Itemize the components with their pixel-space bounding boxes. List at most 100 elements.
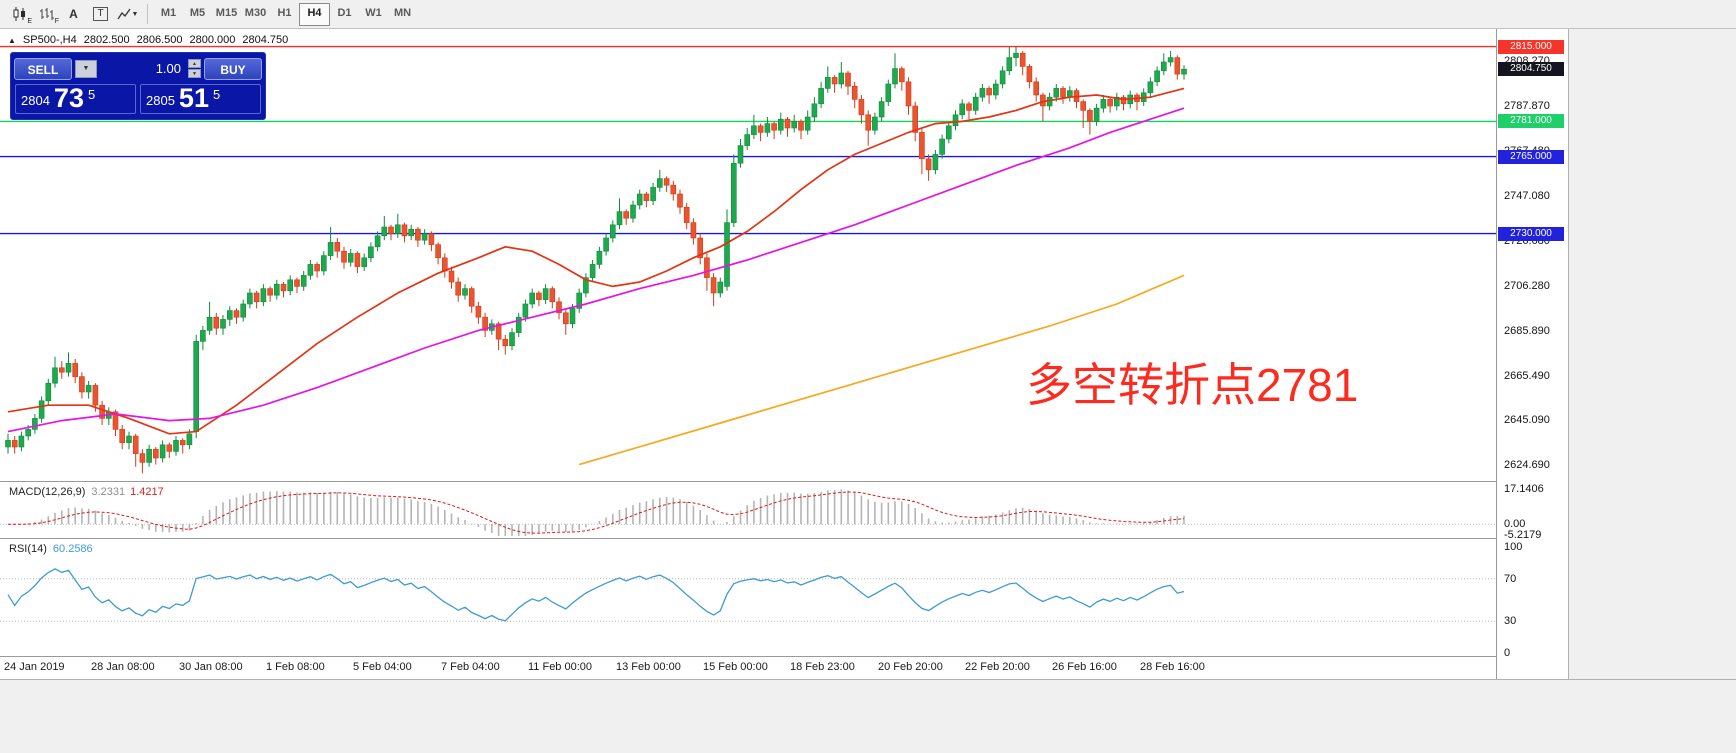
volume-spinner[interactable]: ▲ ▼: [188, 59, 201, 78]
macd-scale-label: -5.2179: [1504, 529, 1542, 541]
font-tool-label: A: [69, 7, 78, 21]
rsi-label: RSI(14) 60.2586: [9, 543, 93, 555]
toolbar: E F A T ▼ M1 M5 M15 M30 H1 H4 D1 W1 MN: [0, 0, 1736, 29]
time-axis-label: 15 Feb 00:00: [703, 661, 768, 673]
toolbar-separator: [147, 4, 148, 24]
price-badge-2730.000: 2730.000: [1498, 226, 1564, 241]
macd-main-value: 3.2331: [91, 486, 126, 498]
price-chart[interactable]: [0, 29, 1496, 481]
chart-annotation-text[interactable]: 多空转折点2781: [1026, 359, 1359, 411]
ma-mid-magenta[interactable]: [7, 107, 1185, 433]
rsi-line: [7, 568, 1185, 622]
price-scale-label: 2624.690: [1504, 459, 1550, 472]
tf-button-mn[interactable]: MN: [393, 6, 412, 19]
ma-slow-orange[interactable]: [578, 274, 1185, 466]
rsi-value: 60.2586: [52, 543, 93, 555]
rsi-scale-label: 30: [1504, 615, 1517, 627]
price-scale-label: 2685.890: [1504, 324, 1550, 337]
rsi-name: RSI(14): [9, 543, 47, 555]
tf-button-h1[interactable]: H1: [277, 6, 292, 19]
spinner-down-icon[interactable]: ▼: [188, 69, 201, 78]
tf-button-m30[interactable]: M30: [244, 6, 267, 19]
tf-button-m5[interactable]: M5: [189, 6, 206, 19]
price-badge-2815.000: 2815.000: [1498, 39, 1564, 54]
macd-indicator-pane[interactable]: [0, 482, 1496, 538]
time-axis-label: 22 Feb 20:00: [965, 661, 1030, 673]
macd-signal-line: [7, 491, 1185, 534]
tf-button-m1[interactable]: M1: [160, 6, 177, 19]
bar-style-icon[interactable]: F: [33, 3, 60, 25]
rsi-indicator-pane[interactable]: [0, 539, 1496, 656]
collapse-panel-icon[interactable]: ▲: [8, 35, 16, 45]
tf-button-w1[interactable]: W1: [365, 6, 382, 19]
time-axis[interactable]: 24 Jan 2019 28 Jan 08:00 30 Jan 08:00 1 Feb…: [0, 657, 1496, 679]
symbol-header: ▲ SP500-,H4 2802.500 2806.500 2800.000 2…: [8, 34, 288, 46]
macd-signal-value: 1.4217: [130, 486, 164, 498]
time-axis-label: 11 Feb 00:00: [528, 661, 593, 673]
time-axis-label: 18 Feb 23:00: [790, 661, 855, 673]
price-badge-2781.000: 2781.000: [1498, 114, 1564, 129]
pane-splitter-rsi[interactable]: [0, 538, 1496, 539]
time-axis-label: 30 Jan 08:00: [179, 661, 243, 673]
ma-fast-red[interactable]: [7, 87, 1185, 435]
time-axis-label: 24 Jan 2019: [4, 661, 65, 673]
sell-button[interactable]: SELL: [14, 57, 72, 80]
time-axis-label: 5 Feb 04:00: [353, 661, 412, 673]
chevron-down-icon: ▼: [82, 64, 90, 72]
workspace-background: [1568, 29, 1736, 679]
text-box-tool-icon[interactable]: T: [87, 3, 114, 25]
sell-price-big: 73: [53, 83, 84, 113]
price-badge-2804.750: 2804.750: [1498, 62, 1564, 77]
trade-panel-controls: SELL ▼ 1.00 ▲ ▼ BUY: [11, 53, 265, 81]
tf-button-h4[interactable]: H4: [299, 2, 330, 26]
order-type-dropdown[interactable]: ▼: [75, 59, 97, 78]
candlestick-style-icon[interactable]: E: [6, 3, 33, 25]
price-scale-label: 2747.080: [1504, 190, 1550, 202]
pane-splitter-macd[interactable]: [0, 481, 1496, 482]
price-scale[interactable]: 2808.2702787.8702767.4802747.0802726.680…: [1496, 29, 1568, 679]
macd-scale-label: 17.1406: [1504, 483, 1544, 495]
tf-button-m15[interactable]: M15: [215, 6, 238, 19]
spinner-up-icon[interactable]: ▲: [188, 59, 201, 68]
ohlc-open: 2802.500: [83, 34, 130, 46]
sell-price-sup: 5: [87, 87, 96, 102]
volume-input[interactable]: 1.00: [155, 61, 181, 76]
time-axis-label: 1 Feb 08:00: [266, 661, 325, 673]
horizontal-lines: [0, 45, 1496, 235]
trade-panel-prices: 2804 73 5 2805 51 5: [11, 81, 265, 117]
tool-badge: E: [27, 18, 32, 25]
ohlc-high: 2806.500: [136, 34, 183, 46]
macd-scale-label: 0.00: [1504, 518, 1526, 530]
sell-price-prefix: 2804: [21, 93, 50, 108]
ohlc-close: 2804.750: [242, 34, 289, 46]
sell-price-button[interactable]: 2804 73 5: [15, 84, 136, 114]
symbol-name: SP500-,H4: [22, 34, 77, 46]
buy-button[interactable]: BUY: [204, 57, 262, 80]
candles: [5, 46, 1187, 474]
chevron-down-icon: ▼: [131, 10, 139, 18]
buy-price-button[interactable]: 2805 51 5: [140, 84, 261, 114]
tool-badge: F: [54, 18, 59, 25]
time-axis-label: 13 Feb 00:00: [616, 661, 681, 673]
rsi-scale-label: 100: [1504, 541, 1523, 553]
bar-chart-glyph: [39, 8, 54, 20]
price-scale-label: 2706.280: [1504, 279, 1550, 292]
tf-button-d1[interactable]: D1: [337, 6, 352, 19]
buy-price-sup: 5: [212, 87, 221, 102]
one-click-trading-panel: SELL ▼ 1.00 ▲ ▼ BUY 2804 73 5 2805: [10, 52, 266, 120]
time-axis-border: [0, 656, 1496, 657]
time-axis-label: 28 Feb 16:00: [1140, 661, 1205, 673]
font-tool-icon[interactable]: A: [60, 3, 87, 25]
candlestick-glyph: [13, 7, 25, 21]
time-axis-label: 20 Feb 20:00: [878, 661, 943, 673]
drawing-tools-icon[interactable]: ▼: [114, 3, 141, 25]
macd-histogram: [13, 489, 1185, 536]
timeframe-buttons: M1 M5 M15 M30 H1 H4 D1 W1 MN: [154, 2, 417, 26]
time-axis-label: 28 Jan 08:00: [91, 661, 155, 673]
time-axis-label: 26 Feb 16:00: [1052, 661, 1117, 673]
buy-price-big: 51: [178, 83, 209, 113]
price-scale-label: 2787.870: [1504, 100, 1550, 113]
macd-name: MACD(12,26,9): [9, 486, 86, 498]
ohlc-low: 2800.000: [189, 34, 236, 46]
